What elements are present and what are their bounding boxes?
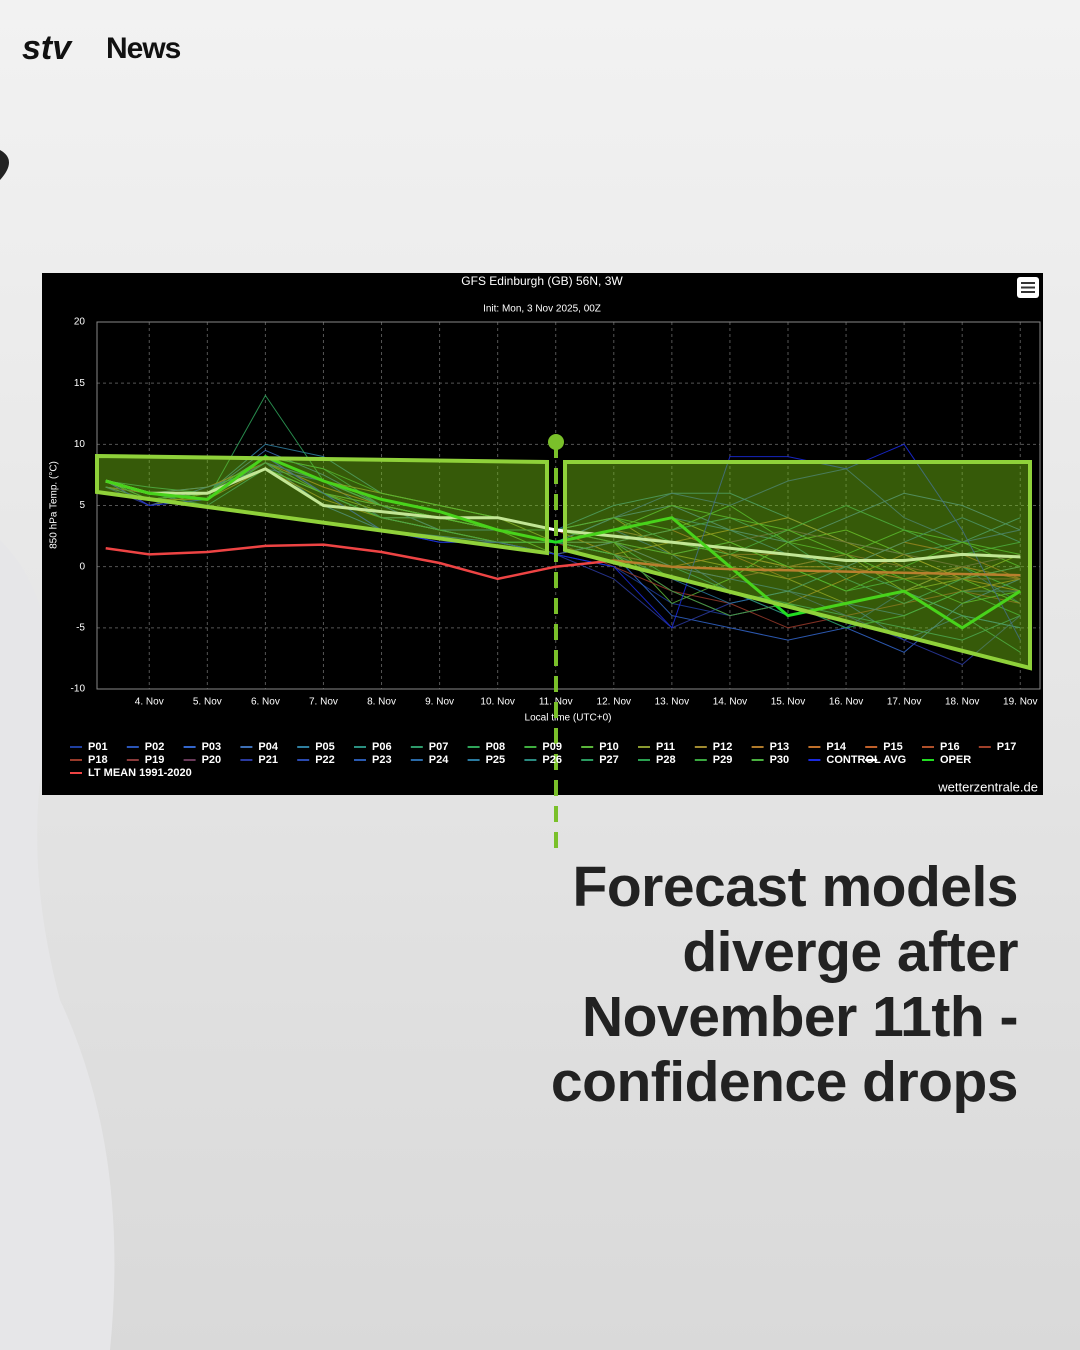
x-tick-label: 7. Nov: [309, 697, 338, 708]
y-tick-label: 15: [74, 378, 86, 389]
menu-bar: [1021, 291, 1035, 293]
legend-label: CONTROL: [826, 754, 881, 766]
x-tick-label: 19. Nov: [1003, 697, 1037, 708]
y-tick-label: 10: [74, 439, 86, 450]
divergence-band: [563, 460, 1032, 671]
y-axis-label: 850 hPa Temp. (°C): [49, 461, 60, 549]
legend-label: P04: [258, 741, 278, 753]
legend-label: P24: [429, 754, 449, 766]
chart-panel: [42, 273, 1043, 795]
legend-label: P14: [826, 741, 846, 753]
x-tick-label: 18. Nov: [945, 697, 979, 708]
legend-label: P02: [145, 741, 165, 753]
divider-dot: [548, 434, 564, 450]
legend-label: P30: [770, 754, 790, 766]
headline-line: November 11th -: [582, 985, 1018, 1049]
legend-label: P16: [940, 741, 960, 753]
legend-label: P19: [145, 754, 165, 766]
legend-label: P11: [656, 741, 675, 753]
legend-label: P22: [315, 754, 335, 766]
headline-line: confidence drops: [551, 1050, 1018, 1114]
y-tick-label: 0: [79, 561, 85, 572]
legend-label: P21: [258, 754, 278, 766]
legend-label: P17: [997, 741, 1017, 753]
menu-icon[interactable]: [1017, 277, 1039, 298]
x-tick-label: 6. Nov: [251, 697, 280, 708]
chart-title: GFS Edinburgh (GB) 56N, 3W: [461, 274, 623, 288]
headline-line: diverge after: [682, 920, 1018, 984]
legend: P01 P02 P03 P04 P05 P06 P07 P08 P09 P10 P11 P12 P13 P…: [70, 741, 1016, 779]
x-tick-label: 16. Nov: [829, 697, 863, 708]
legend-label: P08: [486, 741, 506, 753]
legend-label: P05: [315, 741, 335, 753]
legend-label: P23: [372, 754, 392, 766]
legend-label: P03: [202, 741, 222, 753]
x-tick-label: 4. Nov: [135, 697, 164, 708]
legend-label: P13: [770, 741, 790, 753]
series-line: [105, 543, 1021, 581]
headline-line: Forecast models: [573, 855, 1019, 919]
x-tick-label: 5. Nov: [193, 697, 222, 708]
legend-label: OPER: [940, 754, 971, 766]
y-tick-label: 5: [79, 500, 85, 511]
confidence-band: [95, 453, 549, 556]
legend-label: P06: [372, 741, 392, 753]
x-tick-label: 10. Nov: [480, 697, 514, 708]
x-tick-label: 9. Nov: [425, 697, 454, 708]
legend-label: P25: [486, 754, 506, 766]
x-tick-label: 13. Nov: [655, 697, 689, 708]
plot-frame: [96, 321, 1041, 690]
legend-label: P29: [713, 754, 733, 766]
x-tick-label: 17. Nov: [887, 697, 921, 708]
x-tick-label: 15. Nov: [771, 697, 805, 708]
y-tick-label: 20: [74, 317, 86, 328]
x-tick-label: 8. Nov: [367, 697, 396, 708]
credit: wetterzentrale.de: [937, 779, 1038, 794]
legend-label: P27: [599, 754, 619, 766]
x-tick-label: 12. Nov: [597, 697, 631, 708]
chart-subtitle: Init: Mon, 3 Nov 2025, 00Z: [483, 304, 601, 315]
legend-label: P28: [656, 754, 676, 766]
background-shape: [0, 150, 9, 180]
legend-label: P12: [713, 741, 733, 753]
logo: stv: [22, 29, 73, 67]
menu-bar: [1021, 282, 1035, 284]
legend-label: AVG: [883, 754, 906, 766]
menu-bar: [1021, 286, 1035, 289]
legend-label: LT MEAN 1991-2020: [88, 767, 192, 779]
x-tick-label: 14. Nov: [713, 697, 747, 708]
legend-label: P01: [88, 741, 108, 753]
y-tick-label: -5: [76, 622, 85, 633]
background-shape: [0, 540, 115, 1350]
legend-label: P07: [429, 741, 449, 753]
legend-label: P20: [202, 754, 222, 766]
brand-name: News: [106, 32, 181, 65]
series-line: [105, 454, 1022, 630]
legend-label: P18: [88, 754, 108, 766]
legend-label: P15: [883, 741, 903, 753]
legend-label: P10: [599, 741, 619, 753]
legend-label: P09: [542, 741, 562, 753]
legend-label: P26: [542, 754, 562, 766]
x-axis-label: Local time (UTC+0): [525, 713, 612, 724]
y-tick-label: -10: [71, 684, 86, 695]
